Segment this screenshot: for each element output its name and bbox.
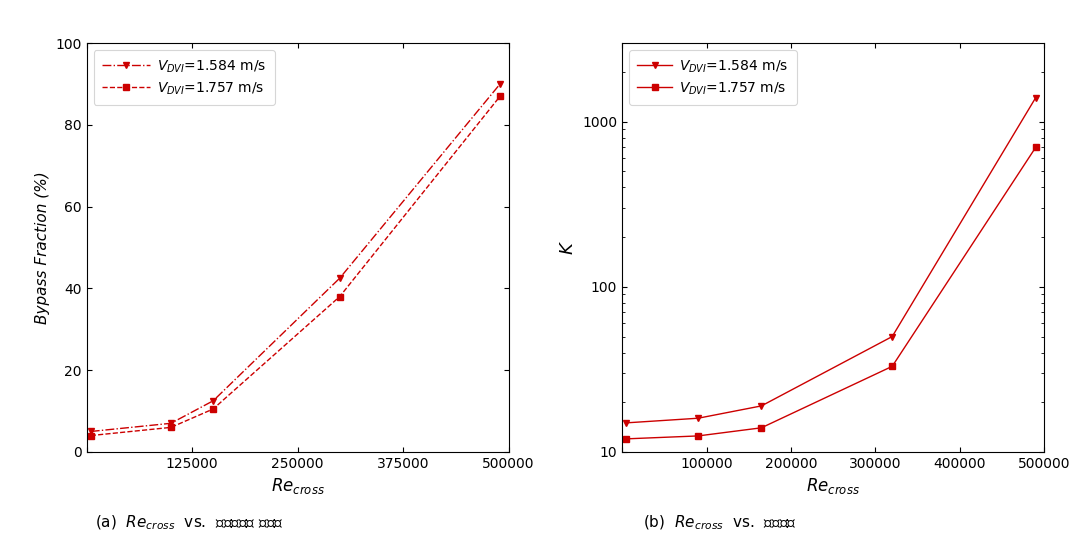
$V_{DVI}$=1.584 m/s bbox=[1029, 95, 1042, 101]
Y-axis label: $K$: $K$ bbox=[558, 240, 577, 255]
$V_{DVI}$=1.757 m/s bbox=[755, 424, 768, 431]
$V_{DVI}$=1.584 m/s bbox=[164, 420, 177, 427]
$V_{DVI}$=1.757 m/s bbox=[886, 363, 899, 370]
Legend: $V_{DVI}$=1.584 m/s, $V_{DVI}$=1.757 m/s: $V_{DVI}$=1.584 m/s, $V_{DVI}$=1.757 m/s bbox=[93, 50, 275, 105]
Line: $V_{DVI}$=1.584 m/s: $V_{DVI}$=1.584 m/s bbox=[88, 81, 503, 435]
$V_{DVI}$=1.757 m/s bbox=[164, 424, 177, 430]
$V_{DVI}$=1.584 m/s bbox=[493, 81, 506, 87]
Y-axis label: Bypass Fraction (%): Bypass Fraction (%) bbox=[35, 171, 50, 324]
$V_{DVI}$=1.584 m/s bbox=[691, 415, 704, 421]
Line: $V_{DVI}$=1.757 m/s: $V_{DVI}$=1.757 m/s bbox=[623, 144, 1039, 442]
$V_{DVI}$=1.584 m/s bbox=[886, 334, 899, 340]
$V_{DVI}$=1.757 m/s bbox=[691, 433, 704, 439]
X-axis label: $Re_{cross}$: $Re_{cross}$ bbox=[806, 476, 860, 497]
$V_{DVI}$=1.757 m/s bbox=[1029, 144, 1042, 151]
$V_{DVI}$=1.584 m/s bbox=[207, 398, 220, 404]
$V_{DVI}$=1.757 m/s bbox=[333, 293, 346, 300]
Line: $V_{DVI}$=1.757 m/s: $V_{DVI}$=1.757 m/s bbox=[88, 93, 503, 439]
Text: (a)  $Re_{cross}$  vs.  안전주입수 우회율: (a) $Re_{cross}$ vs. 안전주입수 우회율 bbox=[95, 514, 283, 532]
Line: $V_{DVI}$=1.584 m/s: $V_{DVI}$=1.584 m/s bbox=[623, 94, 1039, 426]
$V_{DVI}$=1.584 m/s bbox=[333, 275, 346, 281]
$V_{DVI}$=1.757 m/s bbox=[493, 93, 506, 100]
$V_{DVI}$=1.584 m/s bbox=[620, 420, 633, 426]
$V_{DVI}$=1.584 m/s bbox=[84, 428, 97, 435]
$V_{DVI}$=1.584 m/s bbox=[755, 402, 768, 409]
X-axis label: $Re_{cross}$: $Re_{cross}$ bbox=[270, 476, 325, 497]
Text: (b)  $Re_{cross}$  vs.  손실계수: (b) $Re_{cross}$ vs. 손실계수 bbox=[643, 514, 796, 532]
$V_{DVI}$=1.757 m/s bbox=[207, 406, 220, 412]
Legend: $V_{DVI}$=1.584 m/s, $V_{DVI}$=1.757 m/s: $V_{DVI}$=1.584 m/s, $V_{DVI}$=1.757 m/s bbox=[629, 50, 796, 105]
$V_{DVI}$=1.757 m/s bbox=[84, 433, 97, 439]
$V_{DVI}$=1.757 m/s bbox=[620, 436, 633, 442]
